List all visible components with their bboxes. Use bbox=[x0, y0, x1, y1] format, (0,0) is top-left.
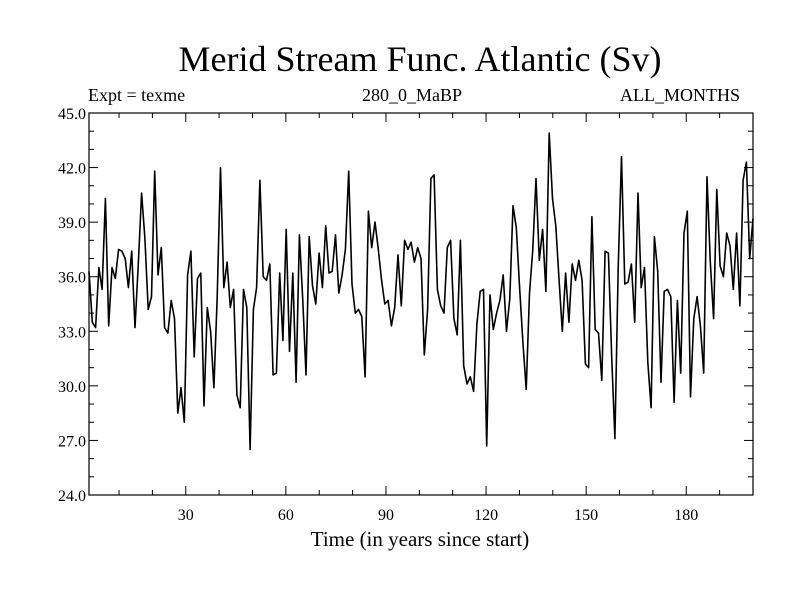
x-tick-label: 90 bbox=[378, 507, 394, 524]
y-tick-label: 45.0 bbox=[58, 106, 86, 123]
y-tick-label: 27.0 bbox=[58, 433, 86, 450]
x-tick-label: 180 bbox=[674, 507, 698, 524]
series-line bbox=[88, 132, 754, 451]
period-label: 280_0_MaBP bbox=[362, 85, 463, 105]
y-tick-label: 24.0 bbox=[58, 488, 86, 505]
plot-frame bbox=[88, 112, 754, 496]
y-tick-label: 30.0 bbox=[58, 379, 86, 396]
experiment-label: Expt = texme bbox=[88, 85, 186, 105]
x-tick-label: 150 bbox=[574, 507, 598, 524]
x-tick-label: 30 bbox=[178, 507, 194, 524]
y-tick-label: 33.0 bbox=[58, 324, 86, 341]
y-tick-label: 36.0 bbox=[58, 270, 86, 287]
y-tick-label: 39.0 bbox=[58, 215, 86, 232]
x-tick-label: 60 bbox=[278, 507, 294, 524]
chart-title: Merid Stream Func. Atlantic (Sv) bbox=[178, 39, 662, 79]
axis-tick-labels: 24.0 27.0 30.0 33.0 36.0 39.0 42.0 45.0 30 60 90 12… bbox=[58, 106, 698, 524]
x-axis-label: Time (in years since start) bbox=[310, 527, 530, 551]
x-tick-label: 120 bbox=[474, 507, 498, 524]
y-tick-label: 42.0 bbox=[58, 161, 86, 178]
months-label: ALL_MONTHS bbox=[620, 85, 740, 105]
